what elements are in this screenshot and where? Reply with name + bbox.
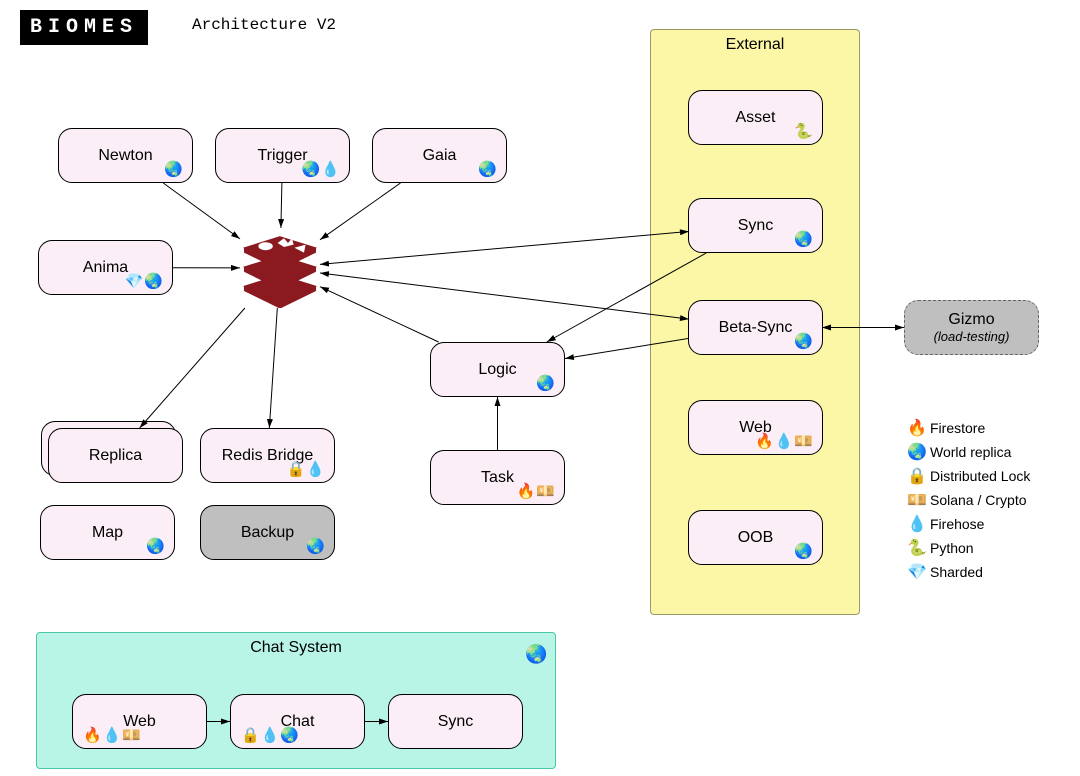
node-map-icons: 🌏 — [146, 537, 166, 555]
node-trigger-icons: 🌏💧 — [302, 160, 341, 178]
edge-central-redisbridge — [269, 308, 277, 428]
node-map-label: Map — [92, 524, 123, 542]
edge-newton-central — [163, 183, 240, 239]
node-oob: OOB 🌏 — [688, 510, 823, 565]
node-task-label: Task — [481, 469, 514, 487]
edge-gaia-central — [320, 183, 401, 240]
node-task-icons: 🔥💴 — [517, 482, 556, 500]
node-newton: Newton 🌏 — [58, 128, 193, 183]
legend-distributed-lock: 🔒Distributed Lock — [904, 466, 1030, 486]
node-redisbridge: Redis Bridge🔒💧 — [200, 428, 335, 483]
node-map: Map 🌏 — [40, 505, 175, 560]
legend-python: 🐍Python — [904, 538, 1030, 558]
edge-logic-central — [320, 287, 439, 342]
edge-central-replica — [140, 308, 245, 428]
chat-region-icon: 🌏 — [525, 644, 547, 665]
node-gaia: Gaia 🌏 — [372, 128, 507, 183]
node-gaia-label: Gaia — [423, 147, 457, 165]
legend-world-replica: 🌏World replica — [904, 442, 1030, 462]
node-web-icons: 🔥💧💴 — [755, 432, 814, 450]
subtitle-text: Architecture V2 — [192, 16, 336, 34]
legend-firehose: 💧Firehose — [904, 514, 1030, 534]
node-chat_web-icons: 🔥💧💴 — [83, 726, 142, 744]
node-backup-label: Backup — [241, 524, 294, 542]
node-replica: Replica — [48, 428, 183, 483]
node-betasync-label: Beta-Sync — [719, 319, 793, 337]
legend-solana: 💴Solana / Crypto — [904, 490, 1030, 510]
node-backup-icons: 🌏 — [306, 537, 326, 555]
node-asset: Asset 🐍 — [688, 90, 823, 145]
region-chat-label: Chat System — [37, 639, 555, 657]
node-trigger: Trigger🌏💧 — [215, 128, 350, 183]
node-chat_sync-label: Sync — [438, 713, 474, 731]
node-oob-icons: 🌏 — [794, 542, 814, 560]
edge-sync-central — [320, 232, 688, 265]
node-newton-icons: 🌏 — [164, 160, 184, 178]
node-logic: Logic 🌏 — [430, 342, 565, 397]
region-external-label: External — [651, 36, 859, 54]
legend: 🔥Firestore 🌏World replica 🔒Distributed L… — [904, 414, 1030, 586]
node-betasync-icons: 🌏 — [794, 332, 814, 350]
node-anima: Anima💎🌏 — [38, 240, 173, 295]
node-sync-icons: 🌏 — [794, 230, 814, 248]
node-chat_chat: Chat🔒💧🌏 — [230, 694, 365, 749]
node-chat_chat-icons: 🔒💧🌏 — [241, 726, 300, 744]
legend-firestore: 🔥Firestore — [904, 418, 1030, 438]
node-task: Task🔥💴 — [430, 450, 565, 505]
node-newton-label: Newton — [98, 147, 152, 165]
logo-text: BIOMES — [20, 10, 148, 45]
node-redisbridge-icons: 🔒💧 — [287, 460, 326, 478]
node-backup: Backup 🌏 — [200, 505, 335, 560]
node-sync-label: Sync — [738, 217, 774, 235]
node-sync: Sync 🌏 — [688, 198, 823, 253]
node-asset-label: Asset — [735, 109, 775, 127]
node-betasync: Beta-Sync🌏 — [688, 300, 823, 355]
node-web: Web🔥💧💴 — [688, 400, 823, 455]
node-logic-icons: 🌏 — [536, 374, 556, 392]
legend-sharded: 💎Sharded — [904, 562, 1030, 582]
node-asset-icons: 🐍 — [794, 122, 814, 140]
node-trigger-label: Trigger — [257, 147, 307, 165]
node-anima-icons: 💎🌏 — [125, 272, 164, 290]
redis-central-icon — [240, 218, 320, 308]
node-replica-label: Replica — [89, 447, 142, 465]
node-chat_sync: Sync — [388, 694, 523, 749]
edge-betasync-central — [320, 273, 688, 319]
node-gizmo: Gizmo(load-testing) — [904, 300, 1039, 355]
node-logic-label: Logic — [478, 361, 516, 379]
node-gaia-icons: 🌏 — [478, 160, 498, 178]
node-anima-label: Anima — [83, 259, 128, 277]
node-chat_web: Web🔥💧💴 — [72, 694, 207, 749]
node-oob-label: OOB — [738, 529, 774, 547]
